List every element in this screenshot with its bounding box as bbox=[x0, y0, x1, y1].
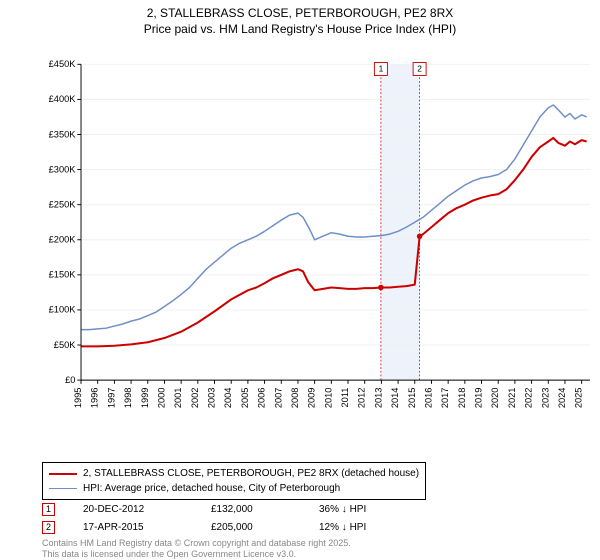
marker-badge-text: 2 bbox=[46, 522, 51, 532]
legend-swatch bbox=[49, 473, 77, 475]
svg-text:2013: 2013 bbox=[373, 388, 383, 409]
svg-text:2001: 2001 bbox=[173, 388, 183, 409]
marker-hpi-delta: 36% ↓ HPI bbox=[319, 504, 419, 515]
svg-text:2005: 2005 bbox=[240, 388, 250, 409]
svg-text:1: 1 bbox=[379, 64, 384, 74]
legend-swatch bbox=[49, 488, 77, 489]
svg-text:2007: 2007 bbox=[273, 388, 283, 409]
svg-text:£150K: £150K bbox=[49, 270, 77, 280]
legend-item-price-paid: 2, STALLEBRASS CLOSE, PETERBOROUGH, PE2 … bbox=[49, 466, 419, 481]
svg-text:2003: 2003 bbox=[207, 388, 217, 409]
title-line-2: Price paid vs. HM Land Registry's House … bbox=[0, 22, 600, 38]
svg-text:2010: 2010 bbox=[323, 388, 333, 409]
svg-text:2020: 2020 bbox=[490, 388, 500, 409]
marker-badge-text: 1 bbox=[46, 504, 51, 514]
svg-text:2016: 2016 bbox=[423, 388, 433, 409]
svg-text:1999: 1999 bbox=[140, 388, 150, 409]
svg-text:£400K: £400K bbox=[49, 94, 77, 104]
marker-price: £132,000 bbox=[211, 504, 291, 515]
svg-text:2019: 2019 bbox=[474, 388, 484, 409]
svg-text:1996: 1996 bbox=[90, 388, 100, 409]
svg-text:£50K: £50K bbox=[54, 340, 76, 350]
marker-row: 2 17-APR-2015 £205,000 12% ↓ HPI bbox=[42, 518, 419, 536]
legend-label: HPI: Average price, detached house, City… bbox=[83, 481, 340, 496]
svg-text:2022: 2022 bbox=[524, 388, 534, 409]
svg-text:2014: 2014 bbox=[390, 388, 400, 409]
marker-hpi-delta: 12% ↓ HPI bbox=[319, 522, 419, 533]
marker-date: 20-DEC-2012 bbox=[83, 504, 183, 515]
svg-text:1997: 1997 bbox=[106, 388, 116, 409]
svg-text:£350K: £350K bbox=[49, 129, 77, 139]
footer-credit: Contains HM Land Registry data © Crown c… bbox=[42, 538, 351, 560]
svg-text:2023: 2023 bbox=[540, 388, 550, 409]
marker-table: 1 20-DEC-2012 £132,000 36% ↓ HPI 2 17-AP… bbox=[42, 500, 419, 536]
svg-text:2000: 2000 bbox=[156, 388, 166, 409]
svg-text:2012: 2012 bbox=[357, 388, 367, 409]
marker-badge: 2 bbox=[42, 521, 55, 534]
svg-text:2004: 2004 bbox=[223, 388, 233, 409]
svg-text:2024: 2024 bbox=[557, 388, 567, 409]
title-line-1: 2, STALLEBRASS CLOSE, PETERBOROUGH, PE2 … bbox=[0, 6, 600, 22]
svg-text:2009: 2009 bbox=[307, 388, 317, 409]
marker-date: 17-APR-2015 bbox=[83, 522, 183, 533]
marker-badge: 1 bbox=[42, 503, 55, 516]
svg-text:£450K: £450K bbox=[49, 59, 77, 69]
svg-text:2015: 2015 bbox=[407, 388, 417, 409]
legend-item-hpi: HPI: Average price, detached house, City… bbox=[49, 481, 419, 496]
chart-plot-area: 1 2 £0 £50K £100K £150K £200K £250K £300K £350K £4… bbox=[42, 48, 590, 428]
svg-text:1998: 1998 bbox=[123, 388, 133, 409]
svg-text:2008: 2008 bbox=[290, 388, 300, 409]
svg-text:£0: £0 bbox=[65, 375, 75, 385]
svg-text:2011: 2011 bbox=[340, 388, 350, 408]
svg-text:2002: 2002 bbox=[190, 388, 200, 409]
svg-text:2025: 2025 bbox=[574, 388, 584, 409]
svg-text:2021: 2021 bbox=[507, 388, 517, 409]
svg-text:£300K: £300K bbox=[49, 164, 77, 174]
svg-text:£100K: £100K bbox=[49, 305, 77, 315]
chart-svg: 1 2 £0 £50K £100K £150K £200K £250K £300K £350K £4… bbox=[42, 48, 590, 428]
svg-text:2017: 2017 bbox=[440, 388, 450, 409]
svg-text:1995: 1995 bbox=[73, 388, 83, 409]
footer-line-2: This data is licensed under the Open Gov… bbox=[42, 549, 351, 560]
marker-price: £205,000 bbox=[211, 522, 291, 533]
svg-text:2: 2 bbox=[417, 64, 422, 74]
svg-text:2018: 2018 bbox=[457, 388, 467, 409]
svg-text:£250K: £250K bbox=[49, 199, 77, 209]
chart-title: 2, STALLEBRASS CLOSE, PETERBOROUGH, PE2 … bbox=[0, 0, 600, 37]
chart-container: 2, STALLEBRASS CLOSE, PETERBOROUGH, PE2 … bbox=[0, 0, 600, 560]
marker-row: 1 20-DEC-2012 £132,000 36% ↓ HPI bbox=[42, 500, 419, 518]
legend-label: 2, STALLEBRASS CLOSE, PETERBOROUGH, PE2 … bbox=[83, 466, 419, 481]
svg-text:£200K: £200K bbox=[49, 235, 77, 245]
legend: 2, STALLEBRASS CLOSE, PETERBOROUGH, PE2 … bbox=[42, 462, 426, 500]
footer-line-1: Contains HM Land Registry data © Crown c… bbox=[42, 538, 351, 549]
svg-text:2006: 2006 bbox=[257, 388, 267, 409]
